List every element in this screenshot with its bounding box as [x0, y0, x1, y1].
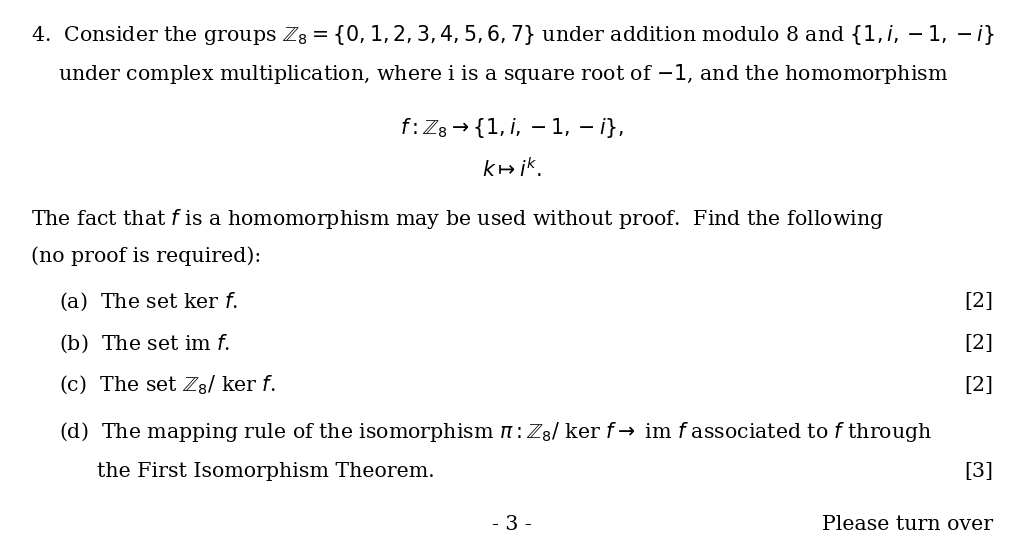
Text: $f : \mathbb{Z}_8 \rightarrow \{1, i, -1, -i\},$: $f : \mathbb{Z}_8 \rightarrow \{1, i, -1… — [399, 116, 625, 140]
Text: [3]: [3] — [965, 462, 993, 481]
Text: [2]: [2] — [965, 334, 993, 353]
Text: under complex multiplication, where i is a square root of $-1$, and the homomorp: under complex multiplication, where i is… — [58, 61, 948, 86]
Text: the First Isomorphism Theorem.: the First Isomorphism Theorem. — [97, 462, 435, 481]
Text: [2]: [2] — [965, 292, 993, 311]
Text: - 3 -: - 3 - — [493, 515, 531, 534]
Text: (d)  The mapping rule of the isomorphism $\pi : \mathbb{Z}_8/$ ker $f \rightarro: (d) The mapping rule of the isomorphism … — [59, 419, 933, 444]
Text: The fact that $f$ is a homomorphism may be used without proof.  Find the followi: The fact that $f$ is a homomorphism may … — [31, 207, 884, 231]
Text: $k \mapsto i^k.$: $k \mapsto i^k.$ — [482, 157, 542, 180]
Text: [2]: [2] — [965, 376, 993, 395]
Text: (c)  The set $\mathbb{Z}_8/$ ker $f$.: (c) The set $\mathbb{Z}_8/$ ker $f$. — [59, 374, 276, 397]
Text: (a)  The set ker $f$.: (a) The set ker $f$. — [59, 291, 239, 313]
Text: Please turn over: Please turn over — [822, 515, 993, 534]
Text: 4.  Consider the groups $\mathbb{Z}_8 = \{0, 1, 2, 3, 4, 5, 6, 7\}$ under additi: 4. Consider the groups $\mathbb{Z}_8 = \… — [31, 22, 994, 47]
Text: (no proof is required):: (no proof is required): — [31, 246, 261, 266]
Text: (b)  The set im $f$.: (b) The set im $f$. — [59, 333, 230, 355]
